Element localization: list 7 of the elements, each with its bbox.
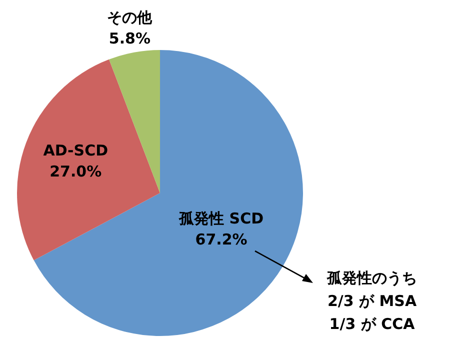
slice-label: AD-SCD: [43, 141, 108, 160]
data-label: 5.8%: [108, 29, 150, 48]
data-label: 67.2%: [195, 230, 248, 249]
data-label: 27.0%: [50, 162, 102, 180]
slice-label: 孤発性 SCD: [178, 210, 264, 228]
slice-label: その他: [107, 8, 154, 26]
text: 孤発性のうち 2/3 が MSA 1/3 が CCA: [326, 268, 417, 333]
